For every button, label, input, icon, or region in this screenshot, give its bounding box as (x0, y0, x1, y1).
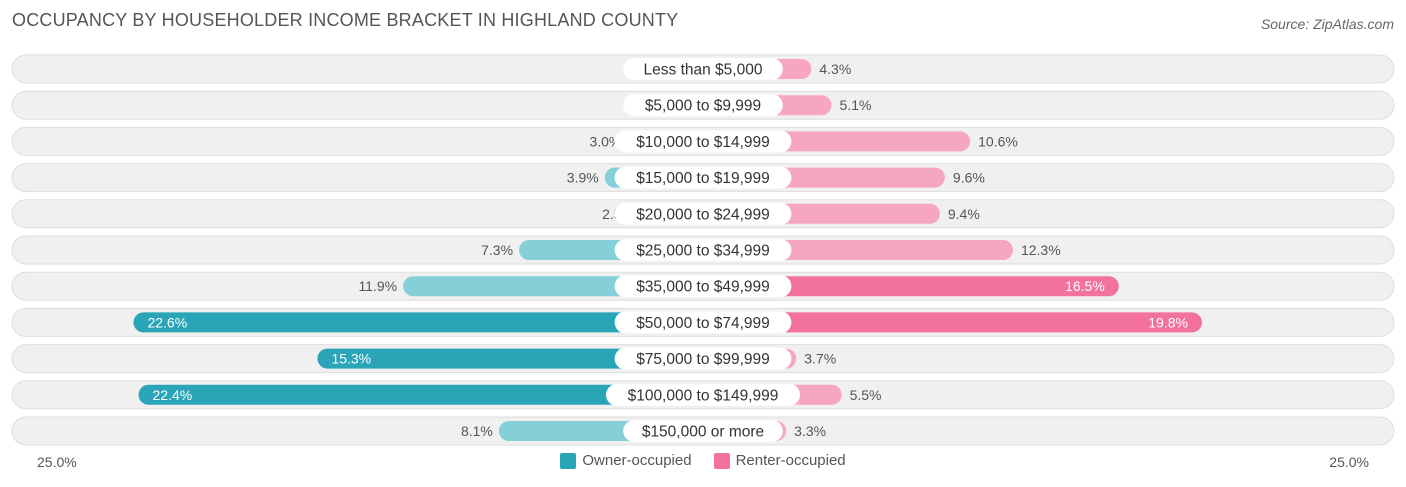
category-pill (614, 130, 792, 153)
category-pill (623, 94, 783, 117)
value-label-renter: 3.3% (794, 423, 826, 439)
value-label-renter: 16.5% (1065, 278, 1105, 294)
category-label: $150,000 or more (642, 424, 764, 441)
legend-label-owner: Owner-occupied (582, 452, 692, 469)
category-pill (614, 239, 792, 261)
bar-owner-occupied (138, 384, 703, 405)
value-label-renter: 19.8% (1148, 314, 1188, 330)
category-label: Less than $5,000 (644, 62, 763, 79)
value-label-renter: 10.6% (978, 133, 1018, 149)
category-label: $25,000 to $34,999 (636, 243, 770, 260)
category-pill (623, 420, 783, 442)
legend: Owner-occupied Renter-occupied (0, 452, 1406, 469)
bar-renter-occupied (703, 312, 1202, 333)
category-pill (623, 58, 783, 80)
category-label: $100,000 to $149,999 (628, 387, 779, 404)
bar-owner-occupied (317, 348, 703, 369)
value-label-owner: 8.1% (461, 423, 493, 439)
category-pill (614, 311, 792, 334)
category-label: $15,000 to $19,999 (636, 170, 770, 187)
value-label-owner: 3.0% (589, 133, 621, 149)
value-label-owner: 7.3% (481, 242, 513, 258)
value-label-renter: 5.5% (850, 387, 882, 403)
bar-renter-occupied (703, 276, 1119, 297)
category-label: $50,000 to $74,999 (636, 315, 770, 332)
category-label: $10,000 to $14,999 (636, 134, 770, 151)
value-label-renter: 12.3% (1021, 242, 1061, 258)
axis-right-label: 25.0% (1329, 454, 1369, 470)
category-pill (614, 166, 792, 189)
value-label-renter: 9.6% (953, 170, 985, 186)
value-label-renter: 3.7% (804, 351, 836, 367)
value-label-renter: 5.1% (840, 97, 872, 113)
value-label-renter: 4.3% (819, 61, 851, 77)
axis-left-label: 25.0% (37, 454, 77, 470)
chart-source: Source: ZipAtlas.com (1260, 16, 1394, 32)
category-label: $75,000 to $99,999 (636, 351, 770, 368)
category-pill (614, 275, 792, 298)
bar-owner-occupied (133, 312, 704, 333)
chart-title: OCCUPANCY BY HOUSEHOLDER INCOME BRACKET … (12, 10, 679, 30)
legend-swatch-renter (713, 452, 730, 469)
value-label-owner: 11.9% (358, 278, 397, 294)
legend-label-renter: Renter-occupied (735, 452, 846, 469)
legend-item-renter[interactable]: Renter-occupied (713, 452, 846, 469)
value-label-owner: 22.4% (153, 387, 193, 403)
legend-item-owner[interactable]: Owner-occupied (560, 452, 692, 469)
category-pill (614, 347, 792, 370)
legend-swatch-owner (560, 452, 577, 469)
diverging-bar-chart: 1.6%4.3%Less than $5,0001.5%5.1%$5,000 t… (11, 54, 1395, 446)
value-label-owner: 3.9% (567, 170, 599, 186)
category-label: $35,000 to $49,999 (636, 279, 770, 296)
category-label: $5,000 to $9,999 (645, 98, 761, 115)
value-label-renter: 9.4% (948, 206, 980, 222)
category-label: $20,000 to $24,999 (636, 206, 770, 223)
value-label-owner: 22.6% (147, 314, 187, 330)
category-pill (614, 202, 792, 225)
category-pill (606, 383, 800, 406)
value-label-owner: 15.3% (331, 351, 371, 367)
